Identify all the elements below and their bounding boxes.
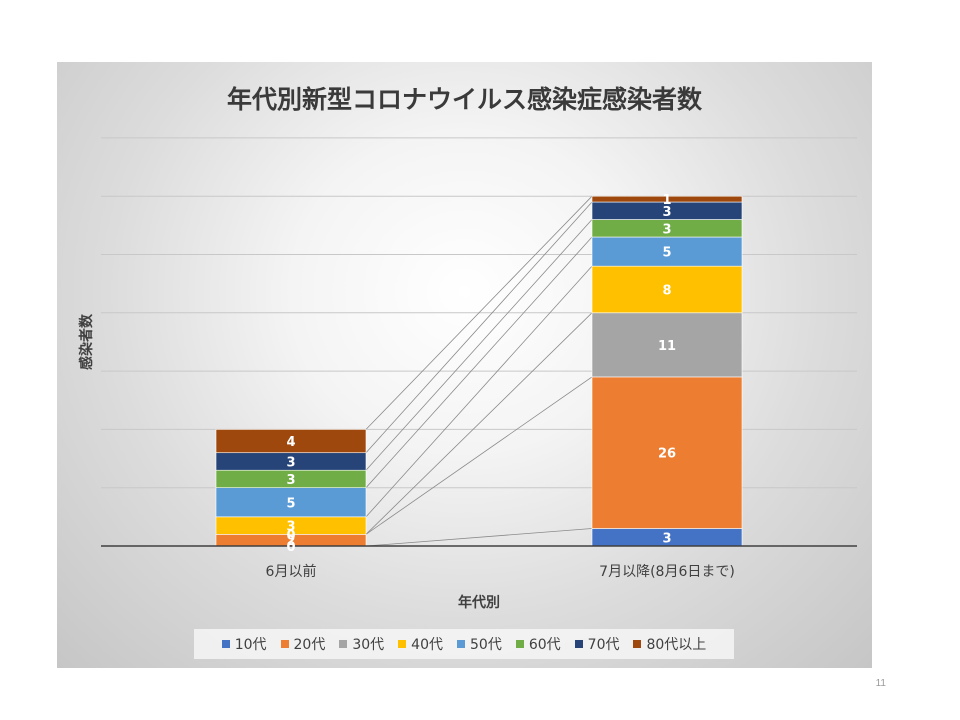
data-label: 0 bbox=[286, 540, 295, 555]
bar-segment bbox=[591, 195, 743, 203]
legend-item: 80代以上 bbox=[633, 634, 706, 654]
bar-segment bbox=[591, 265, 743, 314]
legend-swatch bbox=[398, 640, 407, 648]
data-label: 5 bbox=[662, 246, 671, 261]
data-label: 11 bbox=[658, 339, 676, 354]
data-label: 3 bbox=[286, 455, 295, 470]
legend-label: 30代 bbox=[352, 637, 385, 653]
data-label: 3 bbox=[286, 473, 295, 488]
legend-label: 20代 bbox=[293, 637, 326, 653]
legend-item: 60代 bbox=[515, 634, 561, 654]
chart-title: 年代別新型コロナウイルス感染症感染者数 bbox=[226, 85, 702, 114]
legend-swatch bbox=[515, 640, 524, 648]
bar-segment bbox=[591, 312, 743, 378]
data-label: 3 bbox=[286, 520, 295, 535]
legend-swatch bbox=[221, 640, 230, 648]
y-axis-title: 感染者数 bbox=[78, 313, 95, 370]
legend-swatch bbox=[339, 640, 348, 648]
page-number: 11 bbox=[875, 678, 886, 689]
series-line bbox=[365, 376, 593, 535]
legend-item: 70代 bbox=[574, 634, 620, 654]
data-label: 4 bbox=[286, 435, 295, 450]
data-label: 5 bbox=[286, 496, 295, 511]
series-line bbox=[365, 195, 593, 430]
legend-label: 70代 bbox=[587, 637, 620, 653]
legend-swatch bbox=[633, 640, 642, 648]
bar-segment bbox=[591, 376, 743, 529]
category-label: 7月以降(8月6日まで) bbox=[599, 564, 735, 580]
legend-item: 30代 bbox=[339, 634, 384, 654]
series-line bbox=[365, 528, 593, 547]
series-line bbox=[365, 236, 593, 488]
series-line bbox=[365, 219, 593, 471]
legend-label: 50代 bbox=[470, 637, 502, 653]
data-label: 1 bbox=[662, 193, 671, 208]
bar-segment bbox=[215, 429, 367, 454]
data-label: 3 bbox=[662, 222, 671, 237]
chart-legend: 10代 20代 30代 40代 50代 60代 70代 80代以上 bbox=[194, 629, 734, 659]
bar-segment bbox=[591, 236, 743, 267]
x-axis-title: 年代別 bbox=[458, 594, 500, 611]
data-label: 2 bbox=[286, 534, 295, 549]
legend-swatch bbox=[574, 640, 583, 648]
chart-panel: 年代別新型コロナウイルス感染症感染者数 0 3 2 26 0 11 3 8 5 5 3 3 3 3 4 1 6月… bbox=[57, 62, 872, 668]
legend-item: 10代 bbox=[221, 634, 267, 654]
legend-label: 10代 bbox=[234, 637, 267, 653]
data-label: 26 bbox=[658, 447, 676, 462]
legend-label: 40代 bbox=[411, 637, 443, 653]
data-label: 3 bbox=[662, 531, 671, 546]
legend-swatch bbox=[457, 640, 465, 648]
legend-item: 40代 bbox=[398, 634, 443, 654]
legend-label: 80代以上 bbox=[646, 637, 707, 653]
category-label: 6月以前 bbox=[266, 563, 317, 580]
data-label: 3 bbox=[662, 205, 671, 220]
series-line bbox=[365, 265, 593, 518]
series-line bbox=[365, 312, 593, 535]
legend-item: 50代 bbox=[457, 634, 502, 654]
series-line bbox=[365, 201, 593, 453]
legend-label: 60代 bbox=[528, 637, 561, 653]
legend-swatch bbox=[280, 640, 289, 648]
legend-item: 20代 bbox=[280, 634, 326, 654]
data-label: 8 bbox=[662, 283, 671, 298]
data-label: 0 bbox=[286, 528, 295, 543]
bar-segment bbox=[215, 487, 367, 518]
